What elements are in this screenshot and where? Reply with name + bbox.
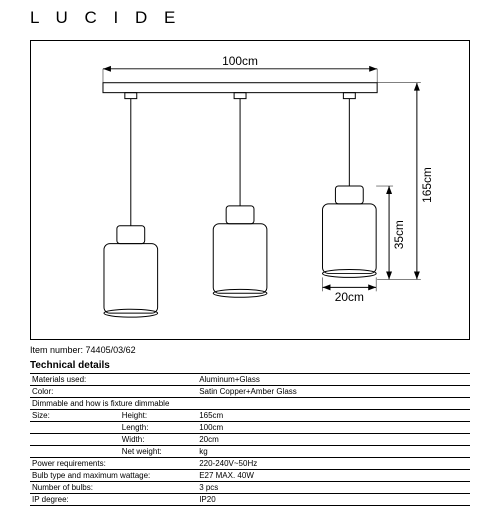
spec-value: 220-240V~50Hz (197, 458, 470, 470)
spec-label: Color: (30, 386, 197, 398)
dim-total-height-label: 165cm (420, 167, 434, 203)
spec-label: Net weight: (30, 446, 197, 458)
table-row: Number of bulbs:3 pcs (30, 482, 470, 494)
table-row: Net weight:kg (30, 446, 470, 458)
item-number-label: Item number: (30, 345, 83, 355)
pendant-2 (213, 93, 267, 298)
spec-label: Length: (30, 422, 197, 434)
dim-shade-height: 35cm (376, 186, 406, 279)
technical-diagram: 100cm 165cm (30, 40, 470, 340)
spec-value: 100cm (197, 422, 470, 434)
item-number-value: 74405/03/62 (86, 345, 136, 355)
table-row: Length:100cm (30, 422, 470, 434)
details-table: Materials used:Aluminum+GlassColor:Satin… (30, 374, 470, 506)
spec-label: Power requirements: (30, 458, 197, 470)
table-row: Color:Satin Copper+Amber Glass (30, 386, 470, 398)
spec-value: 165cm (197, 410, 470, 422)
spec-label: Size:Height: (30, 410, 197, 422)
spec-value: E27 MAX. 40W (197, 470, 470, 482)
spec-value: 20cm (197, 434, 470, 446)
spec-value: 3 pcs (197, 482, 470, 494)
spec-label: Width: (30, 434, 197, 446)
dim-shade-width-label: 20cm (335, 290, 364, 304)
dim-rail-width: 100cm (103, 54, 377, 83)
pendant-1 (104, 93, 158, 317)
ceiling-rail (103, 83, 377, 93)
spec-value: kg (197, 446, 470, 458)
table-row: Width:20cm (30, 434, 470, 446)
diagram-svg: 100cm 165cm (31, 41, 469, 339)
dim-shade-width: 20cm (323, 277, 377, 304)
table-row: Power requirements:220-240V~50Hz (30, 458, 470, 470)
spec-label: Number of bulbs: (30, 482, 197, 494)
dim-rail-width-label: 100cm (222, 54, 258, 68)
spec-value: Satin Copper+Amber Glass (197, 386, 470, 398)
technical-details: Technical details Materials used:Aluminu… (30, 360, 470, 506)
details-title: Technical details (30, 360, 470, 374)
spec-label: Bulb type and maximum wattage: (30, 470, 197, 482)
table-row: Size:Height:165cm (30, 410, 470, 422)
spec-label: Materials used: (30, 374, 197, 386)
pendant-3 (323, 93, 377, 278)
dim-shade-height-label: 35cm (392, 220, 406, 249)
item-number: Item number: 74405/03/62 (30, 345, 136, 355)
table-row: Dimmable and how is fixture dimmable (30, 398, 470, 410)
brand-logo: L U C I D E (30, 8, 181, 28)
table-row: Bulb type and maximum wattage:E27 MAX. 4… (30, 470, 470, 482)
table-row: Materials used:Aluminum+Glass (30, 374, 470, 386)
spec-value (197, 398, 470, 410)
spec-value: Aluminum+Glass (197, 374, 470, 386)
spec-label: Dimmable and how is fixture dimmable (30, 398, 197, 410)
